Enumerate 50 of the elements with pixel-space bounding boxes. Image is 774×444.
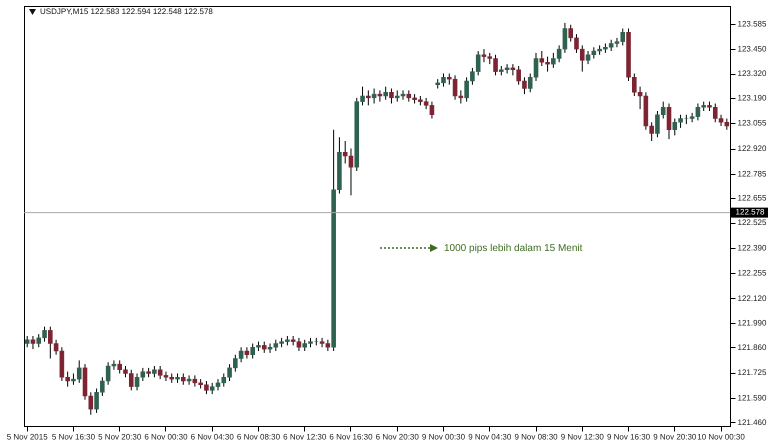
x-tick-label: 6 Nov 12:30 bbox=[283, 432, 327, 442]
candlestick bbox=[372, 88, 376, 104]
x-tick-label: 9 Nov 20:30 bbox=[653, 432, 697, 442]
x-tick-label: 6 Nov 04:30 bbox=[190, 432, 234, 442]
y-tick-label: 121.590 bbox=[738, 393, 767, 402]
x-tick-label: 6 Nov 20:30 bbox=[376, 432, 420, 442]
y-tick-label: 123.585 bbox=[738, 19, 767, 28]
x-tick-label: 10 Nov 00:30 bbox=[697, 432, 746, 442]
annotation: 1000 pips lebih dalam 15 Menit bbox=[444, 243, 583, 254]
candlestick bbox=[666, 103, 672, 140]
y-tick-label: 121.725 bbox=[738, 368, 767, 378]
y-tick-label: 123.190 bbox=[738, 93, 767, 102]
candlestick bbox=[389, 88, 394, 104]
candlestick bbox=[383, 86, 388, 100]
chart-title: USDJPY,M15 122.583 122.594 122.548 122.578 bbox=[40, 7, 214, 16]
y-tick-label: 121.990 bbox=[738, 318, 767, 328]
candlestick bbox=[175, 373, 180, 384]
x-tick-label: 6 Nov 08:30 bbox=[236, 432, 281, 442]
x-tick-label: 9 Nov 12:30 bbox=[560, 432, 604, 442]
candlestick bbox=[152, 366, 157, 378]
y-tick-label: 123.055 bbox=[738, 118, 767, 128]
ref-line-label: 122.578 bbox=[736, 208, 766, 217]
y-tick-label: 122.785 bbox=[738, 169, 767, 178]
x-tick-label: 6 Nov 16:30 bbox=[329, 432, 374, 442]
x-tick-label: 5 Nov 16:30 bbox=[52, 432, 96, 442]
y-tick-label: 123.450 bbox=[738, 44, 767, 54]
y-tick-label: 122.920 bbox=[738, 144, 767, 153]
candlestick bbox=[262, 341, 267, 354]
y-tick-label: 122.120 bbox=[738, 294, 767, 303]
candlestick bbox=[378, 90, 382, 102]
y-tick-label: 122.655 bbox=[738, 194, 767, 203]
candlestick bbox=[30, 336, 36, 350]
candlestick bbox=[366, 90, 371, 106]
candlestick bbox=[186, 374, 192, 386]
candlestick bbox=[181, 373, 186, 386]
y-tick-label: 121.460 bbox=[738, 418, 767, 427]
y-tick-label: 123.320 bbox=[738, 69, 767, 78]
x-tick-label: 5 Nov 2015 bbox=[6, 432, 48, 442]
candlestick bbox=[146, 367, 151, 378]
y-tick-label: 122.255 bbox=[738, 268, 767, 278]
x-tick-label: 9 Nov 08:30 bbox=[514, 432, 558, 442]
x-tick-label: 6 Nov 00:30 bbox=[144, 432, 188, 442]
y-tick-label: 121.860 bbox=[738, 342, 767, 352]
x-tick-label: 5 Nov 20:30 bbox=[98, 432, 142, 442]
y-tick-label: 122.525 bbox=[738, 218, 767, 228]
x-tick-label: 9 Nov 16:30 bbox=[606, 432, 651, 442]
x-tick-label: 9 Nov 00:30 bbox=[422, 432, 466, 442]
y-tick-label: 122.390 bbox=[738, 243, 767, 252]
candlestick bbox=[244, 346, 250, 359]
x-tick-label: 9 Nov 04:30 bbox=[468, 432, 512, 442]
